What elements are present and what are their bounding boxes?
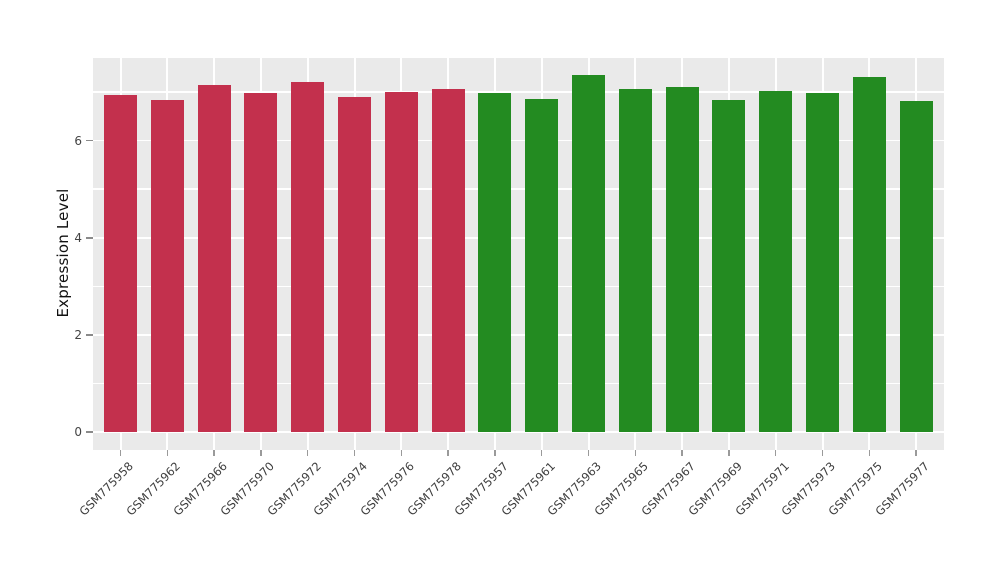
y-tick-label: 6 (74, 133, 82, 148)
x-tick-mark (587, 450, 590, 456)
bar (618, 89, 652, 433)
bar (104, 94, 137, 433)
horizontal-gridline (93, 91, 944, 93)
horizontal-gridline (93, 188, 944, 190)
plot-panel (93, 58, 944, 450)
x-tick-mark (821, 450, 824, 456)
bar (525, 98, 559, 433)
x-tick-mark (353, 450, 356, 456)
x-tick-mark (728, 450, 730, 456)
x-tick-mark (868, 450, 871, 456)
y-tick-label: 4 (74, 230, 82, 245)
horizontal-gridline (93, 139, 944, 142)
bar (244, 92, 278, 433)
bar (806, 92, 839, 433)
horizontal-gridline (93, 334, 944, 336)
bar (291, 82, 325, 433)
bar (478, 93, 512, 433)
bar (899, 100, 933, 433)
x-tick-mark (400, 450, 403, 456)
bar (384, 92, 418, 433)
bar (572, 75, 605, 433)
horizontal-gridline (93, 431, 944, 433)
x-tick-mark (260, 450, 262, 456)
y-tick-label: 0 (74, 425, 82, 440)
x-tick-mark (213, 450, 215, 456)
bar (665, 87, 699, 433)
y-tick-mark (86, 139, 93, 142)
horizontal-gridline (93, 285, 944, 288)
y-tick-label: 2 (74, 327, 82, 342)
x-tick-mark (634, 450, 637, 456)
horizontal-gridline (93, 236, 944, 239)
x-tick-mark (119, 450, 122, 456)
horizontal-gridline (93, 382, 944, 385)
y-tick-mark (86, 236, 93, 239)
x-tick-mark (306, 450, 309, 456)
y-axis-title: Expression Level (54, 188, 72, 318)
bar (150, 99, 184, 433)
x-tick-mark (447, 450, 449, 456)
bar (852, 76, 886, 433)
bar (197, 84, 231, 432)
x-tick-mark (915, 450, 917, 456)
x-tick-mark (540, 450, 543, 456)
x-tick-mark (681, 450, 683, 456)
x-tick-mark (774, 450, 777, 456)
y-tick-mark (86, 334, 93, 336)
bar (759, 90, 793, 432)
x-tick-mark (166, 450, 169, 456)
bar (431, 88, 465, 433)
bar (338, 96, 371, 433)
x-tick-mark (494, 450, 496, 456)
bar (712, 99, 746, 433)
y-tick-mark (86, 431, 93, 433)
